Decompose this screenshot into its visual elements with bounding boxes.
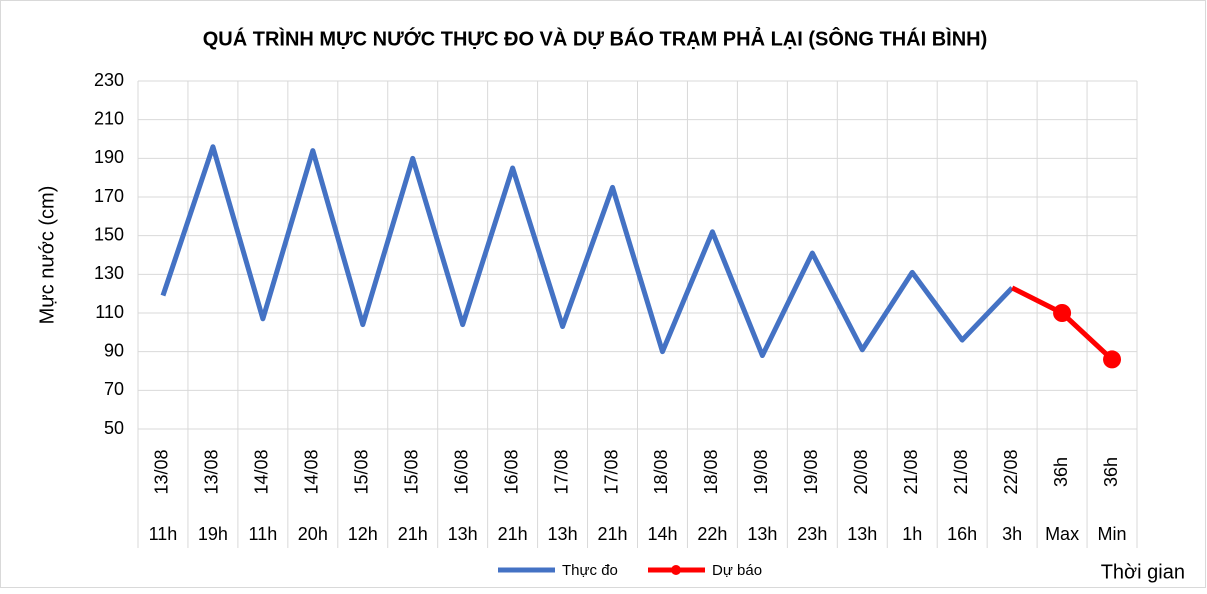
x-tick-label: 13h: [747, 524, 777, 544]
x-tick-label: 13h: [548, 524, 578, 544]
x-group-label: 15/08: [352, 449, 372, 494]
x-tick-label: 22h: [697, 524, 727, 544]
x-tick-label: 20h: [298, 524, 328, 544]
x-tick-label: 11h: [249, 524, 278, 544]
x-tick-label: Min: [1098, 524, 1127, 544]
x-group-label: 21/08: [901, 449, 921, 494]
x-axis-title: Thời gian: [1101, 561, 1185, 583]
x-group-label: 17/08: [601, 449, 621, 494]
x-group-label: 17/08: [551, 449, 571, 494]
legend-label: Thực đo: [562, 562, 618, 579]
x-tick-label: 21h: [498, 524, 528, 544]
x-tick-label: 14h: [647, 524, 677, 544]
marker: [1053, 304, 1072, 322]
x-group-label: 20/08: [851, 449, 871, 494]
x-tick-label: 19h: [198, 524, 228, 544]
y-tick-label: 190: [94, 147, 124, 167]
x-tick-label: Max: [1045, 524, 1079, 544]
y-tick-label: 110: [95, 302, 124, 322]
x-group-label: 13/08: [152, 449, 172, 494]
x-group-label: 13/08: [202, 449, 222, 494]
y-tick-label: 170: [94, 186, 124, 206]
y-tick-label: 150: [94, 224, 124, 244]
y-tick-label: 90: [104, 340, 124, 360]
x-group-label: 19/08: [751, 449, 771, 494]
x-group-label: 18/08: [651, 449, 671, 494]
x-tick-label: 23h: [797, 524, 827, 544]
x-group-label: 15/08: [401, 449, 421, 494]
marker: [1103, 350, 1122, 369]
x-group-label: 14/08: [302, 449, 322, 494]
x-tick-label: 13h: [448, 524, 478, 544]
x-group-label: 16/08: [501, 449, 521, 494]
x-group-label: 22/08: [1001, 449, 1021, 494]
series-line: [160, 144, 1014, 359]
x-tick-label: 3h: [1002, 524, 1022, 544]
chart-title: QUÁ TRÌNH MỰC NƯỚC THỰC ĐO VÀ DỰ BÁO TRẠ…: [203, 26, 988, 50]
x-group-label: 36h: [1101, 457, 1121, 487]
x-group-label: 36h: [1051, 457, 1071, 487]
x-tick-label: 16h: [947, 524, 977, 544]
y-tick-label: 210: [94, 108, 124, 128]
x-tick-label: 21h: [398, 524, 428, 544]
x-tick-label: 1h: [902, 524, 922, 544]
x-group-label: 19/08: [801, 449, 821, 494]
x-group-label: 21/08: [951, 449, 971, 494]
x-tick-label: 13h: [847, 524, 877, 544]
x-group-label: 16/08: [451, 449, 471, 494]
y-tick-label: 50: [104, 418, 124, 438]
legend-label: Dự báo: [712, 562, 762, 579]
y-tick-label: 130: [94, 263, 124, 283]
legend-marker: [671, 565, 681, 575]
x-tick-label: 11h: [149, 524, 178, 544]
y-tick-label: 70: [104, 379, 124, 399]
x-tick-label: 21h: [598, 524, 628, 544]
y-tick-label: 230: [94, 70, 124, 90]
y-axis-title: Mực nước (cm): [36, 186, 58, 325]
x-group-label: 18/08: [701, 449, 721, 494]
x-group-label: 14/08: [252, 449, 272, 494]
x-tick-label: 12h: [348, 524, 378, 544]
